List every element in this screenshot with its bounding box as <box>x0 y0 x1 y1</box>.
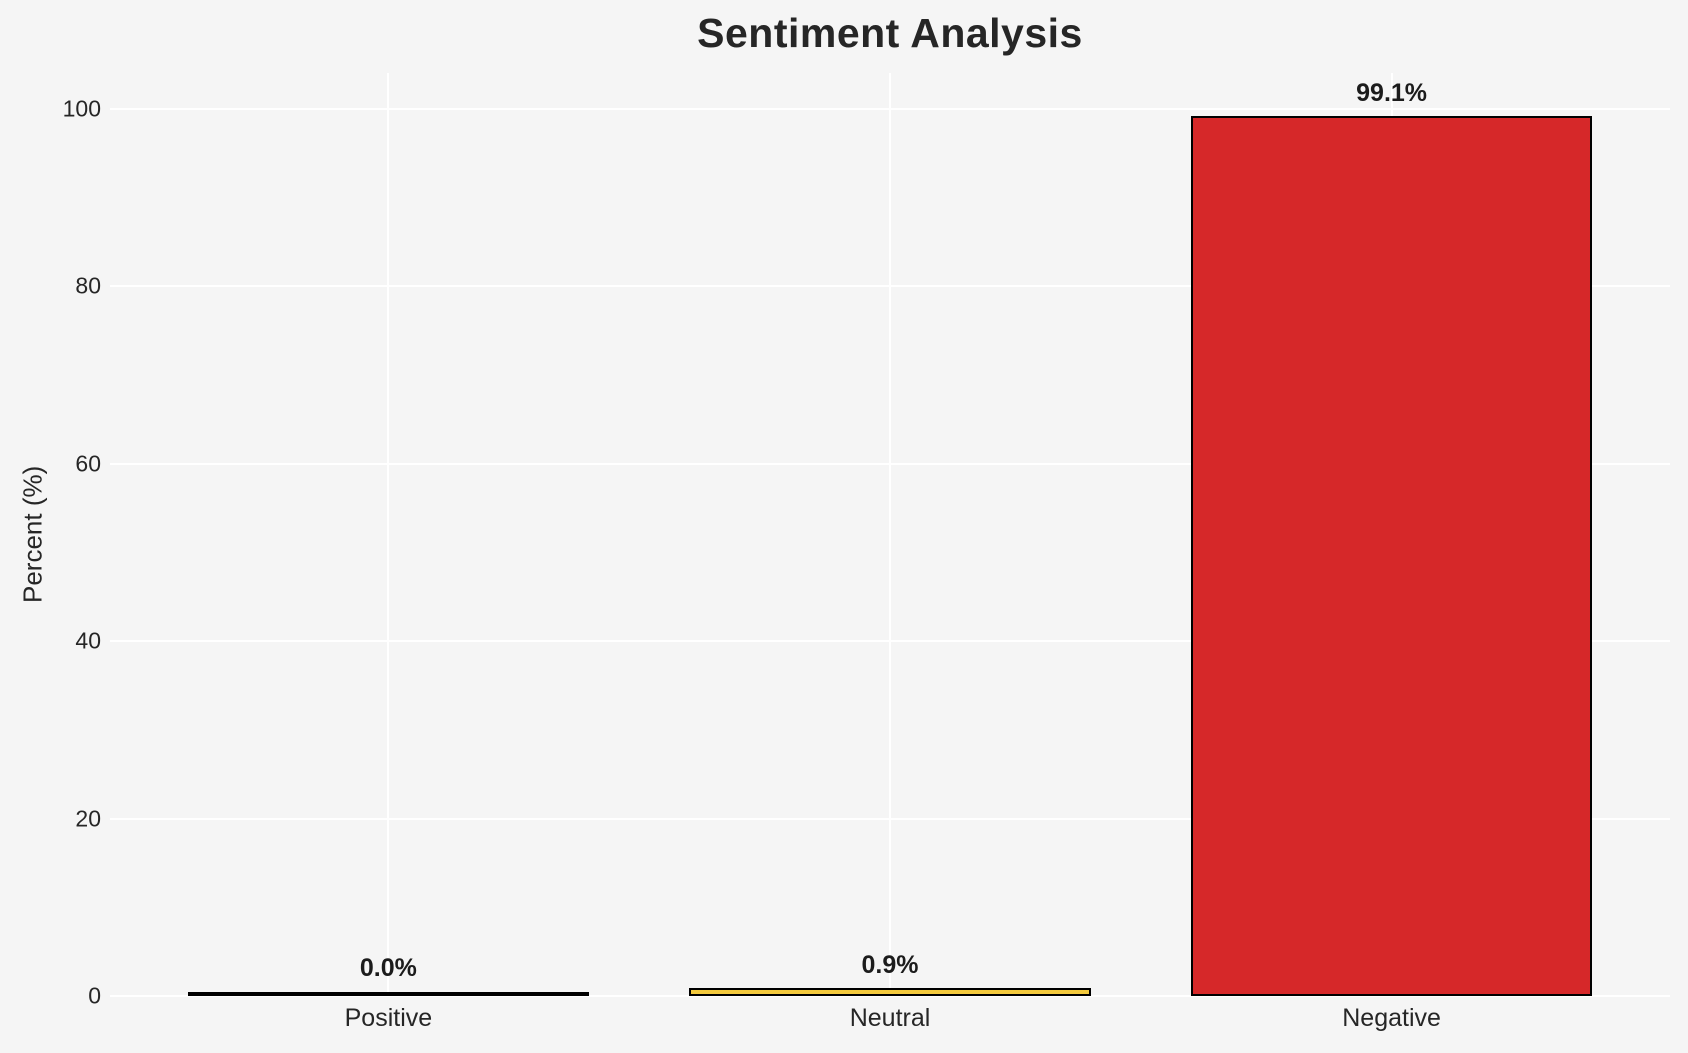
y-tick-label-80: 80 <box>75 272 101 299</box>
value-label-negative: 99.1% <box>1356 79 1428 107</box>
chart-title: Sentiment Analysis <box>697 10 1083 56</box>
y-tick-label-20: 20 <box>75 805 101 831</box>
h-gridline-0 <box>110 995 1670 997</box>
plot-area: 0.0% 0.9% 99.1% <box>110 73 1670 997</box>
x-tick-label-neutral: Neutral <box>849 1004 931 1032</box>
value-label-neutral: 0.9% <box>861 951 919 979</box>
x-axis-tick-labels: Positive Neutral Negative <box>110 1004 1670 1044</box>
bar-neutral <box>689 988 1091 996</box>
y-axis-tick-labels: 0 20 40 60 80 100 <box>0 73 101 1008</box>
v-gridline-neutral <box>889 73 891 996</box>
bar-positive <box>187 992 590 996</box>
x-tick-label-negative: Negative <box>1342 1004 1441 1032</box>
y-tick-label-100: 100 <box>62 95 101 121</box>
y-tick-label-60: 60 <box>75 450 101 476</box>
y-tick-label-0: 0 <box>88 982 101 1009</box>
x-tick-label-positive: Positive <box>344 1004 433 1032</box>
y-tick-label-40: 40 <box>75 627 101 654</box>
bar-negative <box>1190 116 1593 996</box>
value-label-positive: 0.0% <box>359 954 417 982</box>
v-gridline-positive <box>387 73 390 996</box>
